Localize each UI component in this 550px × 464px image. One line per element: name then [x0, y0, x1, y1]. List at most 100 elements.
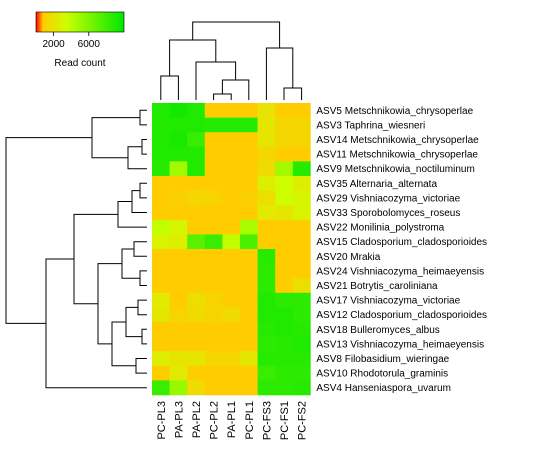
heatmap-cell — [204, 146, 223, 162]
row-label: ASV14 Metschnikowia_chrysoperlae — [316, 135, 479, 146]
heatmap-cell — [169, 292, 188, 308]
row-label: ASV9 Metschnikowia_noctiluminum — [316, 164, 474, 175]
heatmap-cell — [169, 307, 188, 323]
heatmap-cell — [187, 365, 206, 381]
heatmap-cell — [222, 234, 241, 250]
heatmap-cell — [275, 249, 294, 264]
column-label: PC-PL1 — [244, 401, 256, 440]
heatmap-cell — [187, 351, 206, 367]
heatmap-cell — [292, 365, 311, 381]
row-labels: ASV5 Metschnikowia_chrysoperlae ASV3 Taph… — [316, 106, 487, 394]
heatmap-cell — [292, 278, 311, 294]
heatmap-cell — [187, 249, 206, 264]
heatmap-cell — [240, 249, 258, 264]
row-label: ASV13 Vishniacozyma_heimaeyensis — [316, 339, 484, 350]
heatmap-cell — [240, 161, 258, 177]
row-label: ASV12 Cladosporium_cladosporioides — [316, 310, 487, 321]
heatmap-cell — [187, 161, 206, 177]
heatmap-cell — [240, 190, 258, 206]
column-dendrogram-link — [169, 39, 217, 76]
heatmap-cell — [292, 234, 311, 250]
heatmap-cell — [187, 117, 206, 133]
heatmap-cell — [292, 249, 311, 264]
column-label: PC-FS1 — [279, 401, 291, 440]
heatmap-cell — [169, 322, 188, 337]
row-dendrogram-link — [127, 146, 147, 170]
heatmap-cell — [169, 132, 188, 148]
heatmap-cell — [204, 351, 223, 367]
heatmap-cell — [152, 292, 170, 308]
heatmap-cell — [240, 103, 258, 118]
row-label: ASV21 Botrytis_caroliniana — [316, 281, 438, 292]
heatmap-cell — [152, 234, 170, 250]
row-label: ASV35 Alternaria_alternata — [316, 179, 437, 190]
heatmap-cell — [240, 176, 258, 191]
heatmap-cell — [204, 205, 223, 221]
heatmap-cell — [222, 278, 241, 294]
heatmap-cell — [169, 336, 188, 352]
row-dendrogram-link — [121, 248, 140, 279]
heatmap-cell — [222, 336, 241, 352]
row-dendrogram-link — [137, 299, 147, 316]
heatmap-cell — [152, 336, 170, 352]
row-label: ASV4 Hanseniaspora_uvarum — [316, 383, 451, 394]
row-label: ASV3 Taphrina_wiesneri — [316, 120, 425, 131]
heatmap-cell — [187, 205, 206, 221]
heatmap-cell — [204, 292, 223, 308]
heatmap-cell — [257, 365, 276, 381]
heatmap-cell — [222, 292, 241, 308]
heatmap-cell — [222, 176, 241, 191]
heatmap-cell — [222, 117, 241, 133]
heatmap-cell — [257, 249, 276, 264]
heatmap-cell — [240, 117, 258, 133]
heatmap-cell — [169, 278, 188, 294]
column-label: PC-FS2 — [297, 401, 309, 440]
heatmap-cell — [187, 322, 206, 337]
heatmap-cell — [187, 380, 206, 396]
heatmap-cell — [187, 307, 206, 323]
heatmap-cell — [222, 322, 241, 337]
heatmap-cell — [275, 117, 294, 133]
heatmap-cell — [204, 278, 223, 294]
row-dendrogram-link — [91, 117, 140, 159]
colorbar-gradient — [35, 11, 125, 33]
heatmap-cell — [275, 161, 294, 177]
heatmap-cell — [152, 263, 170, 279]
heatmap-cell — [204, 132, 223, 148]
heatmap-cell — [169, 176, 188, 191]
heatmap-cell — [240, 132, 258, 148]
heatmap-cell — [240, 380, 258, 396]
row-dendrogram-link — [5, 137, 92, 324]
heatmap-cell — [275, 322, 294, 337]
heatmap-cell — [222, 351, 241, 367]
heatmap-cell — [222, 190, 241, 206]
heatmap-cell — [240, 263, 258, 279]
heatmap-cell — [292, 322, 311, 337]
heatmap-cell — [152, 219, 170, 235]
row-dendrogram-link — [133, 241, 147, 257]
heatmap-cell — [204, 336, 223, 352]
heatmap-cell — [152, 132, 170, 148]
row-label: ASV5 Metschnikowia_chrysoperlae — [316, 106, 473, 117]
heatmap-cell — [257, 103, 276, 118]
heatmap-cell — [275, 336, 294, 352]
heatmap-cell — [257, 336, 276, 352]
heatmap-cell — [169, 117, 188, 133]
heatmap-cell — [292, 176, 311, 191]
column-label: PA-PL1 — [226, 401, 238, 438]
heatmap-cell — [257, 132, 276, 148]
heatmap-cell — [152, 176, 170, 191]
column-label: PA-PL3 — [173, 401, 185, 438]
column-label: PC-PL2 — [209, 401, 221, 440]
heatmap-cell — [222, 249, 241, 264]
heatmap-cell — [257, 292, 276, 308]
heatmap-cell — [187, 190, 206, 206]
row-label: ASV8 Filobasidium_wieringae — [316, 354, 449, 365]
heatmap-cell — [292, 103, 311, 118]
heatmap-cell — [152, 146, 170, 162]
heatmap-cell — [222, 219, 241, 235]
heatmap-cell — [152, 205, 170, 221]
colorbar: 2000 6000 Read count — [35, 11, 125, 69]
heatmap-cell — [187, 292, 206, 308]
heatmap-cell — [222, 307, 241, 323]
